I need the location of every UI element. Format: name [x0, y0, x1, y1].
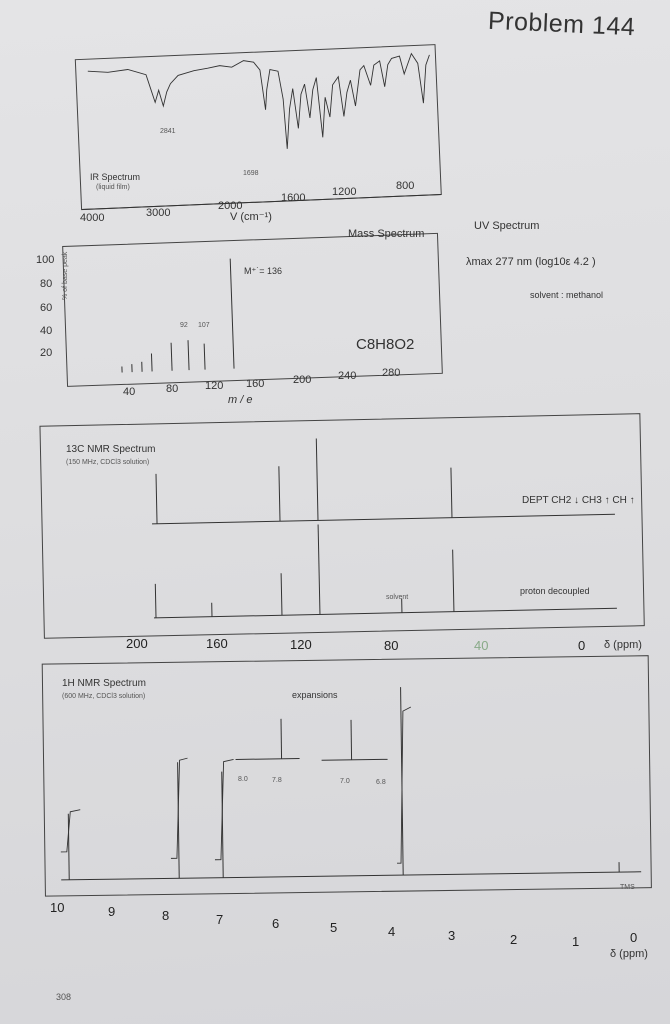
c13-tick-200: 200	[126, 636, 148, 651]
mass-x-40: 40	[123, 386, 136, 398]
mass-x-240: 240	[338, 370, 357, 382]
mass-frame	[62, 232, 443, 387]
c13-nmr-plot	[39, 413, 645, 639]
ir-tick-1600: 1600	[281, 192, 306, 204]
exp-tick-7.0: 7.0	[340, 778, 350, 785]
tms-label: TMS	[620, 884, 635, 891]
h1-tick-3: 3	[448, 928, 456, 943]
c13-tick-160: 160	[206, 636, 228, 651]
mass-y-40: 40	[40, 325, 53, 337]
h1-tick-1: 1	[572, 934, 580, 949]
h1-tick-10: 10	[50, 900, 65, 915]
mass-x-280: 280	[382, 367, 401, 379]
mass-x-80: 80	[166, 383, 179, 395]
h1-nmr-plot	[41, 655, 652, 897]
mass-x-120: 120	[205, 380, 224, 392]
uv-title: UV Spectrum	[474, 220, 540, 232]
c13-subtitle: (150 MHz, CDCl3 solution)	[66, 459, 150, 466]
ir-tick-3000: 3000	[146, 207, 171, 219]
ir-peak-2841: 2841	[160, 128, 176, 135]
dept-peaks	[155, 438, 453, 524]
mass-title: Mass Spectrum	[348, 228, 425, 240]
h1-subtitle: (600 MHz, CDCl3 solution)	[62, 693, 146, 700]
frag-92: 92	[180, 322, 188, 329]
c13-tick-120: 120	[290, 637, 312, 652]
ir-spectrum-plot	[74, 44, 442, 211]
ir-tick-800: 800	[396, 180, 415, 192]
c13-title: 13C NMR Spectrum	[66, 444, 156, 455]
ir-trace	[87, 52, 430, 149]
mass-y-100: 100	[36, 254, 55, 266]
c13-frame	[39, 413, 645, 639]
h1-frame	[41, 655, 652, 897]
ir-tick-4000: 4000	[80, 212, 105, 224]
c13-x-unit: δ (ppm)	[604, 639, 642, 651]
proton-decoupled-label: proton decoupled	[520, 586, 590, 596]
molecular-formula: C8H8O2	[356, 336, 415, 353]
h1-baseline	[61, 871, 642, 881]
h1-tick-8: 8	[162, 908, 170, 923]
ir-tick-2000: 2000	[218, 200, 243, 212]
dept-baseline	[152, 513, 615, 525]
mass-peaks	[121, 258, 235, 373]
h1-tick-2: 2	[510, 932, 518, 947]
h1-tick-5: 5	[330, 920, 338, 935]
ir-title: IR Spectrum	[90, 172, 141, 182]
exp-tick-7.8: 7.8	[272, 777, 282, 784]
h1-tick-4: 4	[388, 924, 396, 939]
h1-tick-7: 7	[216, 912, 224, 927]
ir-subtitle: (liquid film)	[96, 184, 130, 191]
mass-x-160: 160	[246, 378, 265, 390]
decoupled-peaks	[154, 524, 455, 618]
uv-lambda: λmax 277 nm (log10ε 4.2 )	[466, 256, 596, 268]
ir-x-label: V (cm⁻¹)	[230, 211, 272, 223]
h1-tick-0: 0	[630, 930, 638, 945]
mass-y-20: 20	[40, 347, 53, 359]
exp-tick-8.0: 8.0	[238, 776, 248, 783]
molecular-ion-label: M⁺˙= 136	[244, 266, 283, 276]
c13-tick-40: 40	[474, 638, 489, 653]
c13-tick-0: 0	[578, 638, 586, 653]
h1-expansions	[235, 718, 388, 761]
mass-spectrum-plot	[62, 232, 443, 387]
mass-y-60: 60	[40, 302, 53, 314]
expansions-label: expansions	[292, 690, 338, 700]
exp-tick-6.8: 6.8	[376, 779, 386, 786]
mass-x-200: 200	[293, 374, 312, 386]
solvent-label: solvent	[386, 594, 409, 601]
h1-title: 1H NMR Spectrum	[62, 678, 146, 689]
ir-peak-1698: 1698	[243, 170, 259, 177]
c13-tick-80: 80	[384, 638, 399, 653]
h1-x-unit: δ (ppm)	[610, 948, 648, 960]
h1-tick-9: 9	[108, 904, 116, 919]
ir-tick-1200: 1200	[332, 186, 357, 198]
h1-integrals	[60, 706, 412, 864]
ir-frame	[74, 44, 442, 211]
frag-107: 107	[198, 322, 210, 329]
mass-y-label: % of base peak	[62, 251, 69, 300]
mass-x-label: m / e	[228, 394, 253, 406]
page-number: 308	[56, 992, 72, 1002]
decoupled-baseline	[153, 607, 617, 619]
mass-y-80: 80	[40, 278, 53, 290]
dept-label: DEPT CH2 ↓ CH3 ↑ CH ↑	[522, 495, 635, 506]
h1-tick-6: 6	[272, 916, 280, 931]
uv-solvent: solvent : methanol	[530, 290, 604, 300]
